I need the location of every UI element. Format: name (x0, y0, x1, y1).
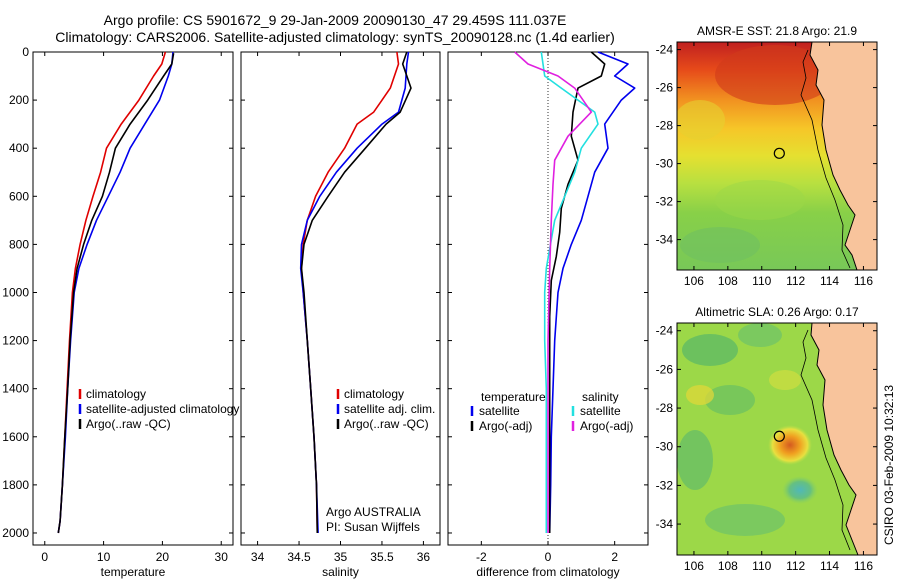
sst-map-xtick-label: 114 (820, 274, 839, 288)
sla-map-xtick-label: 114 (820, 559, 839, 573)
sla-map-title: Altimetric SLA: 0.26 Argo: 0.17 (695, 305, 859, 319)
sla-map-xtick-label: 106 (684, 559, 704, 573)
depth-tick-label: 800 (9, 237, 29, 251)
sst-map-ytick-label: -28 (656, 119, 674, 133)
sla-map-xtick-label: 110 (752, 559, 771, 573)
sla-map-ytick-label: -28 (656, 401, 674, 415)
sst-map-argo-marker (773, 147, 785, 159)
temperature-legend-label: satellite-adjusted climatology (86, 402, 239, 416)
sla-map-argo-marker (773, 430, 785, 442)
sla-map-ytick-label: -26 (656, 362, 674, 376)
depth-tick-label: 1600 (2, 430, 29, 444)
sst-map-frame (676, 41, 878, 271)
sst-map-ytick-label: -24 (656, 43, 674, 57)
difference-xtick-label: -2 (476, 550, 487, 564)
temperature-xtick-label: 10 (97, 550, 111, 564)
salinity-frame (240, 51, 441, 546)
depth-tick-label: 200 (9, 93, 29, 107)
sla-map-xtick-label: 116 (854, 559, 873, 573)
figure-title-line2: Climatology: CARS2006. Satellite-adjuste… (55, 29, 615, 45)
sla-map-field (677, 323, 877, 555)
sst-map-title: AMSR-E SST: 21.8 Argo: 21.9 (697, 24, 857, 38)
sst-map-ytick-label: -34 (656, 233, 674, 247)
sla-map-xtick-label: 112 (786, 559, 805, 573)
sst-map-xtick-label: 106 (684, 274, 704, 288)
temperature-legend-label: Argo(..raw -QC) (86, 417, 171, 431)
temperature-frame (32, 51, 234, 546)
temperature-xtick-label: 0 (41, 550, 48, 564)
depth-tick-label: 600 (9, 189, 29, 203)
sst-map-ytick-label: -32 (656, 195, 674, 209)
annotation-text: PI: Susan Wijffels (326, 520, 420, 534)
sst-map-xtick-label: 112 (786, 274, 805, 288)
depth-tick-label: 400 (9, 141, 29, 155)
sst-map-xtick-label: 110 (752, 274, 771, 288)
temperature-xtick-label: 30 (215, 550, 229, 564)
temperature-legend-label: climatology (86, 387, 146, 401)
depth-tick-label: 1800 (2, 478, 29, 492)
legend-group-title: salinity (582, 390, 619, 404)
depth-tick-label: 0 (22, 45, 29, 59)
depth-tick-label: 1200 (2, 334, 29, 348)
legend-group-title: temperature (481, 390, 546, 404)
difference-series-1 (548, 51, 606, 533)
credit-text: CSIRO 03-Feb-2009 10:32:13 (882, 385, 896, 545)
temperature-series-2 (57, 53, 175, 534)
sla-map-xtick-label: 108 (718, 559, 738, 573)
sla-map-ytick-label: -24 (656, 324, 674, 338)
salinity-xtick-label: 36 (417, 550, 431, 564)
salinity-xtick-label: 35.5 (370, 550, 394, 564)
legend-label: Argo(-adj) (479, 419, 532, 433)
depth-tick-label: 1000 (2, 285, 29, 299)
sla-map-ytick-label: -30 (656, 440, 674, 454)
difference-xtick-label: 0 (545, 550, 552, 564)
difference-xlabel: difference from climatology (476, 565, 619, 579)
sla-map-ytick-label: -34 (656, 517, 674, 531)
depth-tick-label: 2000 (2, 526, 29, 540)
difference-xtick-label: 2 (611, 550, 618, 564)
salinity-legend-label: climatology (344, 387, 404, 401)
temperature-xtick-label: 20 (156, 550, 170, 564)
depth-tick-label: 1400 (2, 382, 29, 396)
annotation-text: Argo AUSTRALIA (326, 505, 421, 519)
sst-map-ytick-label: -26 (656, 81, 674, 95)
sla-map-ytick-label: -32 (656, 478, 674, 492)
legend-label: Argo(-adj) (580, 419, 633, 433)
sst-map-xtick-label: 108 (718, 274, 738, 288)
temperature-series-1 (57, 51, 174, 534)
salinity-xlabel: salinity (322, 565, 359, 579)
figure-title-line1: Argo profile: CS 5901672_9 29-Jan-2009 2… (103, 12, 567, 28)
salinity-series-2 (300, 51, 412, 534)
sla-map-frame (676, 322, 878, 556)
salinity-xtick-label: 35 (334, 550, 348, 564)
legend-label: satellite (479, 404, 520, 418)
sst-map-xtick-label: 116 (854, 274, 873, 288)
salinity-xtick-label: 34 (251, 550, 265, 564)
sst-map-ytick-label: -30 (656, 157, 674, 171)
difference-series-0 (548, 51, 636, 534)
salinity-legend-label: Argo(..raw -QC) (344, 417, 429, 431)
salinity-legend-label: satellite adj. clim. (344, 402, 435, 416)
salinity-xtick-label: 34.5 (287, 550, 311, 564)
difference-series-2 (540, 51, 599, 533)
legend-label: satellite (580, 404, 621, 418)
difference-series-3 (514, 51, 593, 533)
salinity-series-1 (299, 51, 410, 534)
temperature-xlabel: temperature (101, 565, 166, 579)
sst-map-field (677, 42, 877, 270)
